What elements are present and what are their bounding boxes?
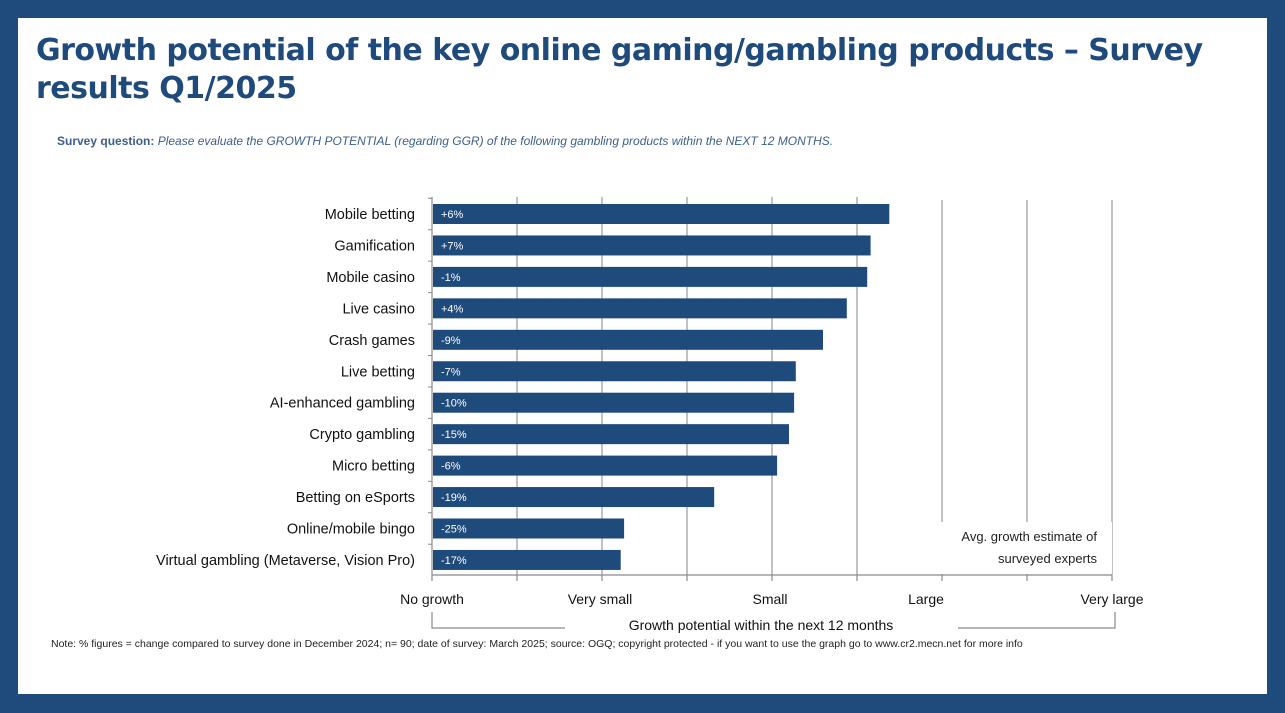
bar [433, 329, 823, 350]
category-label: Mobile casino [326, 270, 415, 286]
bar [433, 518, 625, 539]
x-tick-label: Very large [1080, 591, 1143, 607]
data-label: -15% [441, 429, 467, 441]
x-tick-label: Large [908, 591, 944, 607]
slide-panel [18, 18, 1267, 694]
category-label: Live casino [342, 301, 415, 317]
axis-bracket-left [431, 612, 565, 629]
bar [433, 361, 796, 382]
bar [433, 235, 871, 256]
x-axis-label: Growth potential within the next 12 mont… [629, 617, 894, 633]
data-label: -6% [441, 461, 461, 473]
bar [433, 424, 789, 445]
category-label: Micro betting [332, 459, 415, 475]
annotation-box [898, 522, 1112, 574]
bar [433, 455, 778, 476]
x-tick-label: No growth [400, 591, 464, 607]
data-label: +7% [441, 240, 464, 252]
x-tick-label: Small [752, 591, 787, 607]
data-label: +6% [441, 209, 464, 221]
footnote: Note: % figures = change compared to sur… [51, 638, 1023, 650]
survey-question-label: Survey question: [57, 134, 155, 148]
data-label: -17% [441, 555, 467, 567]
category-label: AI-enhanced gambling [270, 396, 415, 412]
category-label: Virtual gambling (Metaverse, Vision Pro) [156, 553, 415, 569]
category-label: Crash games [329, 333, 415, 349]
category-label: Online/mobile bingo [287, 522, 415, 538]
data-label: -9% [441, 335, 461, 347]
data-label: -19% [441, 492, 467, 504]
bar [433, 487, 715, 508]
category-label: Live betting [341, 364, 415, 380]
annotation-line-1: Avg. growth estimate of [961, 529, 1097, 544]
category-label: Gamification [334, 238, 415, 254]
bar [433, 298, 847, 319]
category-label: Crypto gambling [309, 427, 415, 443]
data-label: +4% [441, 303, 464, 315]
page-title: Growth potential of the key online gamin… [36, 33, 1203, 106]
bar [433, 266, 868, 287]
data-label: -10% [441, 398, 467, 410]
bar [433, 392, 795, 413]
bar [433, 549, 621, 570]
x-tick-label: Very small [568, 591, 633, 607]
category-label: Mobile betting [325, 207, 415, 223]
data-label: -7% [441, 366, 461, 378]
survey-question: Survey question: Please evaluate the GRO… [57, 134, 833, 148]
data-label: -25% [441, 524, 467, 536]
category-label: Betting on eSports [296, 490, 415, 506]
data-label: -1% [441, 272, 461, 284]
axis-bracket-right [958, 612, 1116, 629]
survey-question-text: Please evaluate the GROWTH POTENTIAL (re… [157, 134, 834, 148]
bar [433, 204, 890, 224]
annotation-line-2: surveyed experts [998, 551, 1097, 566]
